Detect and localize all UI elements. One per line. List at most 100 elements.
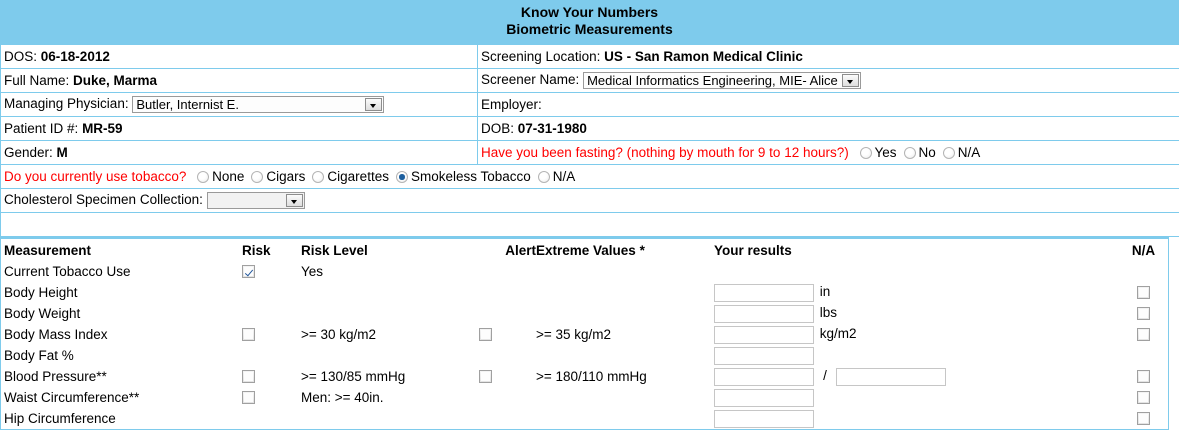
risk-cell [242, 261, 301, 282]
na-checkbox[interactable] [1137, 307, 1150, 320]
table-row: Body Fat % [1, 345, 1173, 366]
risk-checkbox[interactable] [242, 370, 255, 383]
col-header-extreme-values: Extreme Values * [536, 239, 714, 261]
results-cell [714, 387, 1114, 408]
cell-gender: Gender: M [1, 141, 478, 165]
body-height-unit: in [818, 284, 831, 299]
extreme-values [536, 261, 714, 282]
row-patientid-dob: Patient ID #: MR-59 DOB: 07-31-1980 [1, 117, 1179, 141]
results-cell: kg/m2 [714, 324, 1114, 345]
measurement-name: Body Weight [1, 303, 242, 324]
body-height-input[interactable] [714, 284, 814, 302]
tobacco-radio-smokeless[interactable] [396, 171, 408, 183]
patient-id-value: MR-59 [82, 121, 123, 136]
tobacco-radio-na-label: N/A [553, 169, 576, 184]
chevron-down-icon[interactable] [842, 74, 859, 87]
table-row: Body Weight lbs [1, 303, 1173, 324]
alert-checkbox[interactable] [479, 328, 492, 341]
tobacco-radio-cigarettes[interactable] [312, 171, 324, 183]
tobacco-radio-smokeless-label: Smokeless Tobacco [411, 169, 531, 184]
na-checkbox[interactable] [1137, 328, 1150, 341]
risk-level: Yes [301, 261, 479, 282]
na-checkbox[interactable] [1137, 391, 1150, 404]
risk-cell [242, 408, 301, 429]
screener-name-label: Screener Name: [481, 72, 579, 87]
chevron-down-icon[interactable] [286, 194, 303, 207]
blood-pressure-separator: / [814, 368, 836, 383]
bmi-input[interactable] [714, 326, 814, 344]
na-checkbox[interactable] [1137, 412, 1150, 425]
results-cell [714, 345, 1114, 366]
cholesterol-specimen-select[interactable] [207, 192, 305, 209]
measurements-table: Measurement Risk Risk Level Alert Extrem… [1, 239, 1173, 429]
screener-name-selected-value: Medical Informatics Engineering, MIE- Al… [587, 73, 838, 88]
managing-physician-select[interactable]: Butler, Internist E. [132, 96, 384, 113]
measurements-section: Measurement Risk Risk Level Alert Extrem… [0, 237, 1169, 430]
col-header-risk-level: Risk Level [301, 239, 479, 261]
risk-checkbox[interactable] [242, 328, 255, 341]
results-cell: lbs [714, 303, 1114, 324]
chevron-down-icon[interactable] [365, 98, 382, 111]
tobacco-question-label: Do you currently use tobacco? [4, 169, 186, 184]
fasting-radio-no-label: No [919, 145, 936, 160]
na-checkbox[interactable] [1137, 286, 1150, 299]
row-cholesterol: Cholesterol Specimen Collection: [1, 189, 1179, 213]
risk-checkbox[interactable] [242, 391, 255, 404]
na-checkbox[interactable] [1137, 370, 1150, 383]
results-cell: in [714, 282, 1114, 303]
cell-screening-location: Screening Location: US - San Ramon Medic… [478, 45, 1179, 69]
na-cell [1114, 408, 1173, 429]
alert-cell [479, 345, 536, 366]
body-fat-input[interactable] [714, 347, 814, 365]
full-name-label: Full Name: [4, 73, 69, 88]
measurements-header-row: Measurement Risk Risk Level Alert Extrem… [1, 239, 1173, 261]
risk-level: >= 30 kg/m2 [301, 324, 479, 345]
measurement-name: Body Fat % [1, 345, 242, 366]
tobacco-radio-na[interactable] [538, 171, 550, 183]
tobacco-radio-cigars-label: Cigars [266, 169, 305, 184]
page-banner: Know Your Numbers Biometric Measurements [0, 0, 1179, 44]
na-cell [1114, 387, 1173, 408]
page-title-line2: Biometric Measurements [0, 21, 1179, 38]
risk-level [301, 282, 479, 303]
measurement-name: Waist Circumference** [1, 387, 242, 408]
cell-screener-name: Screener Name: Medical Informatics Engin… [478, 69, 1179, 93]
fasting-radio-na-label: N/A [958, 145, 981, 160]
alert-cell [479, 303, 536, 324]
fasting-radio-no[interactable] [904, 147, 916, 159]
fasting-radio-yes[interactable] [860, 147, 872, 159]
body-weight-input[interactable] [714, 305, 814, 323]
waist-circumference-input[interactable] [714, 389, 814, 407]
na-cell [1114, 303, 1173, 324]
risk-checkbox[interactable] [242, 265, 255, 278]
cell-spacer [1, 213, 1179, 237]
fasting-radio-na[interactable] [943, 147, 955, 159]
blood-pressure-systolic-input[interactable] [714, 368, 814, 386]
dos-label: DOS: [4, 49, 37, 64]
gender-label: Gender: [4, 145, 53, 160]
measurement-name: Body Height [1, 282, 242, 303]
risk-cell [242, 303, 301, 324]
na-cell [1114, 324, 1173, 345]
col-header-alert: Alert [479, 239, 536, 261]
tobacco-radio-none[interactable] [197, 171, 209, 183]
screener-name-select[interactable]: Medical Informatics Engineering, MIE- Al… [583, 72, 861, 89]
table-row: Body Height in [1, 282, 1173, 303]
demographics-table: DOS: 06-18-2012 Screening Location: US -… [0, 44, 1179, 237]
extreme-values: >= 180/110 mmHg [536, 366, 714, 387]
results-cell [714, 408, 1114, 429]
risk-cell [242, 345, 301, 366]
cell-cholesterol: Cholesterol Specimen Collection: [1, 189, 1179, 213]
tobacco-radio-cigars[interactable] [251, 171, 263, 183]
measurements-body: Current Tobacco Use Yes Body Height [1, 261, 1173, 429]
alert-checkbox[interactable] [479, 370, 492, 383]
page-title-line1: Know Your Numbers [0, 4, 1179, 21]
dob-value: 07-31-1980 [518, 121, 587, 136]
blood-pressure-diastolic-input[interactable] [836, 368, 946, 386]
dos-value: 06-18-2012 [41, 49, 110, 64]
hip-circumference-input[interactable] [714, 410, 814, 428]
cell-dob: DOB: 07-31-1980 [478, 117, 1179, 141]
alert-cell [479, 366, 536, 387]
